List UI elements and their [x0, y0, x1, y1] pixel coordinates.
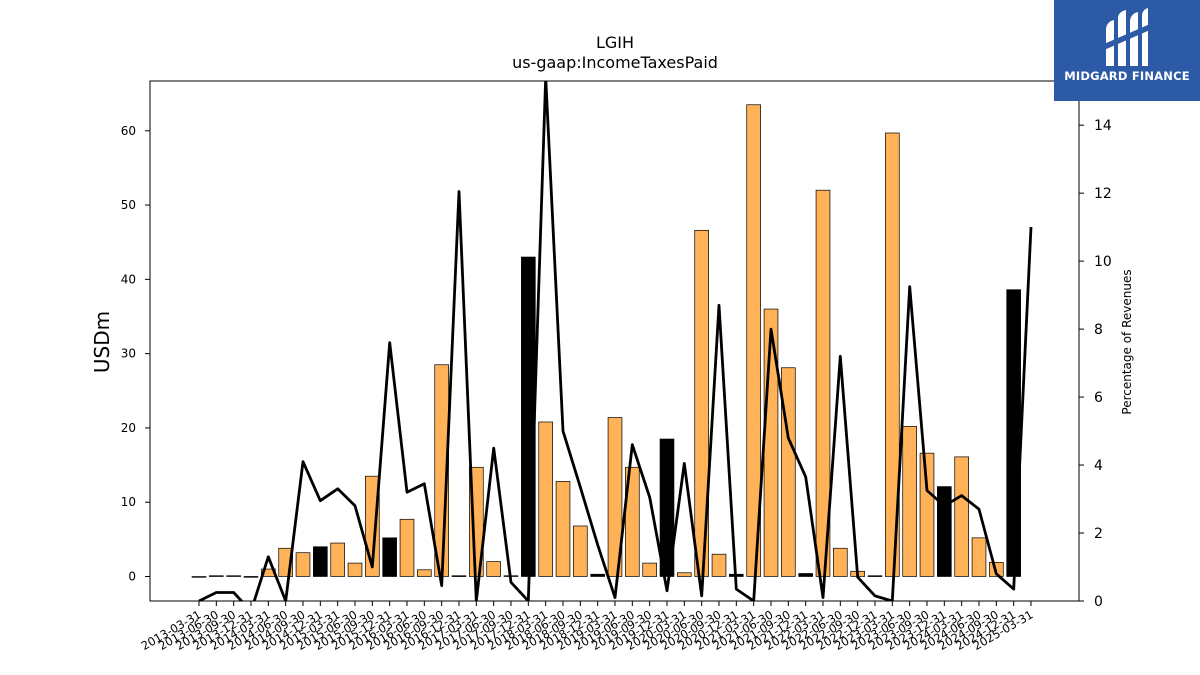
bar-2017-06-30 [486, 561, 501, 577]
y-tick-label: 20 [121, 421, 136, 435]
y2-axis-label: Percentage of Revenues [1120, 269, 1134, 414]
bar-2020-03-31 [677, 572, 692, 577]
bar-2018-09-30 [573, 525, 588, 577]
y2-tick-label: 4 [1094, 458, 1103, 474]
bar-2013-12-31 [243, 576, 259, 578]
y2-tick-label: 6 [1094, 390, 1103, 406]
bar-2024-12-31 [1006, 289, 1021, 577]
bar-2022-12-31 [867, 575, 883, 577]
y2-tick-label: 10 [1094, 254, 1112, 270]
bar-2023-12-31 [937, 486, 952, 577]
axes: 0102030405060024681012142013-03-312013-0… [121, 80, 1112, 653]
y-tick-label: 40 [121, 272, 136, 286]
bar-2019-09-30 [642, 562, 657, 577]
revenue-percentage-line [198, 81, 1033, 601]
bar-2021-12-31 [798, 573, 813, 577]
bar-2013-03-31 [191, 576, 207, 578]
bar-2014-09-30 [295, 552, 311, 577]
y2-tick-label: 14 [1094, 118, 1112, 134]
bar-2023-09-30 [919, 452, 935, 577]
bar-2022-06-30 [833, 547, 848, 577]
bar-2018-12-31 [590, 573, 605, 577]
y2-tick-label: 12 [1094, 186, 1112, 202]
y-tick-label: 10 [121, 495, 136, 509]
logo-text: MIDGARD FINANCE [1064, 69, 1190, 83]
midgard-logo-icon [1104, 8, 1150, 66]
y-tick-label: 30 [121, 347, 136, 361]
bar-series [191, 104, 1021, 578]
bar-2019-06-30 [625, 466, 640, 577]
bar-2023-06-30 [902, 426, 917, 577]
y-tick-label: 50 [121, 198, 136, 212]
bar-2014-12-31 [313, 546, 328, 577]
y2-tick-label: 2 [1094, 526, 1103, 542]
bar-2015-12-31 [382, 537, 397, 577]
y2-tick-label: 0 [1094, 594, 1103, 610]
bar-2018-03-31 [538, 421, 553, 577]
bar-2015-03-31 [330, 542, 345, 577]
bar-2013-06-30 [209, 575, 224, 577]
bar-2016-03-31 [399, 518, 415, 577]
y-tick-label: 60 [121, 124, 136, 138]
bar-2020-09-30 [711, 553, 727, 577]
bar-2024-03-31 [954, 456, 969, 577]
bar-2022-03-31 [815, 189, 831, 577]
y2-tick-label: 8 [1094, 322, 1103, 338]
bar-2024-06-30 [971, 537, 987, 577]
bar-2019-12-31 [659, 438, 675, 577]
y-axis-label: USDm [90, 311, 114, 373]
y-tick-label: 0 [128, 569, 136, 583]
line-series [198, 81, 1033, 601]
bar-2019-03-31 [607, 417, 623, 577]
bar-2016-06-30 [417, 569, 432, 577]
bar-2016-12-31 [451, 575, 467, 577]
chart-subtitle: us-gaap:IncomeTaxesPaid [512, 53, 718, 72]
bar-2013-09-30 [226, 575, 241, 577]
bar-2021-03-31 [746, 104, 761, 577]
midgard-logo: MIDGARD FINANCE [1054, 0, 1200, 101]
chart-title: LGIH [596, 33, 634, 52]
bar-2018-06-30 [555, 481, 571, 577]
bar-2015-06-30 [347, 562, 363, 577]
